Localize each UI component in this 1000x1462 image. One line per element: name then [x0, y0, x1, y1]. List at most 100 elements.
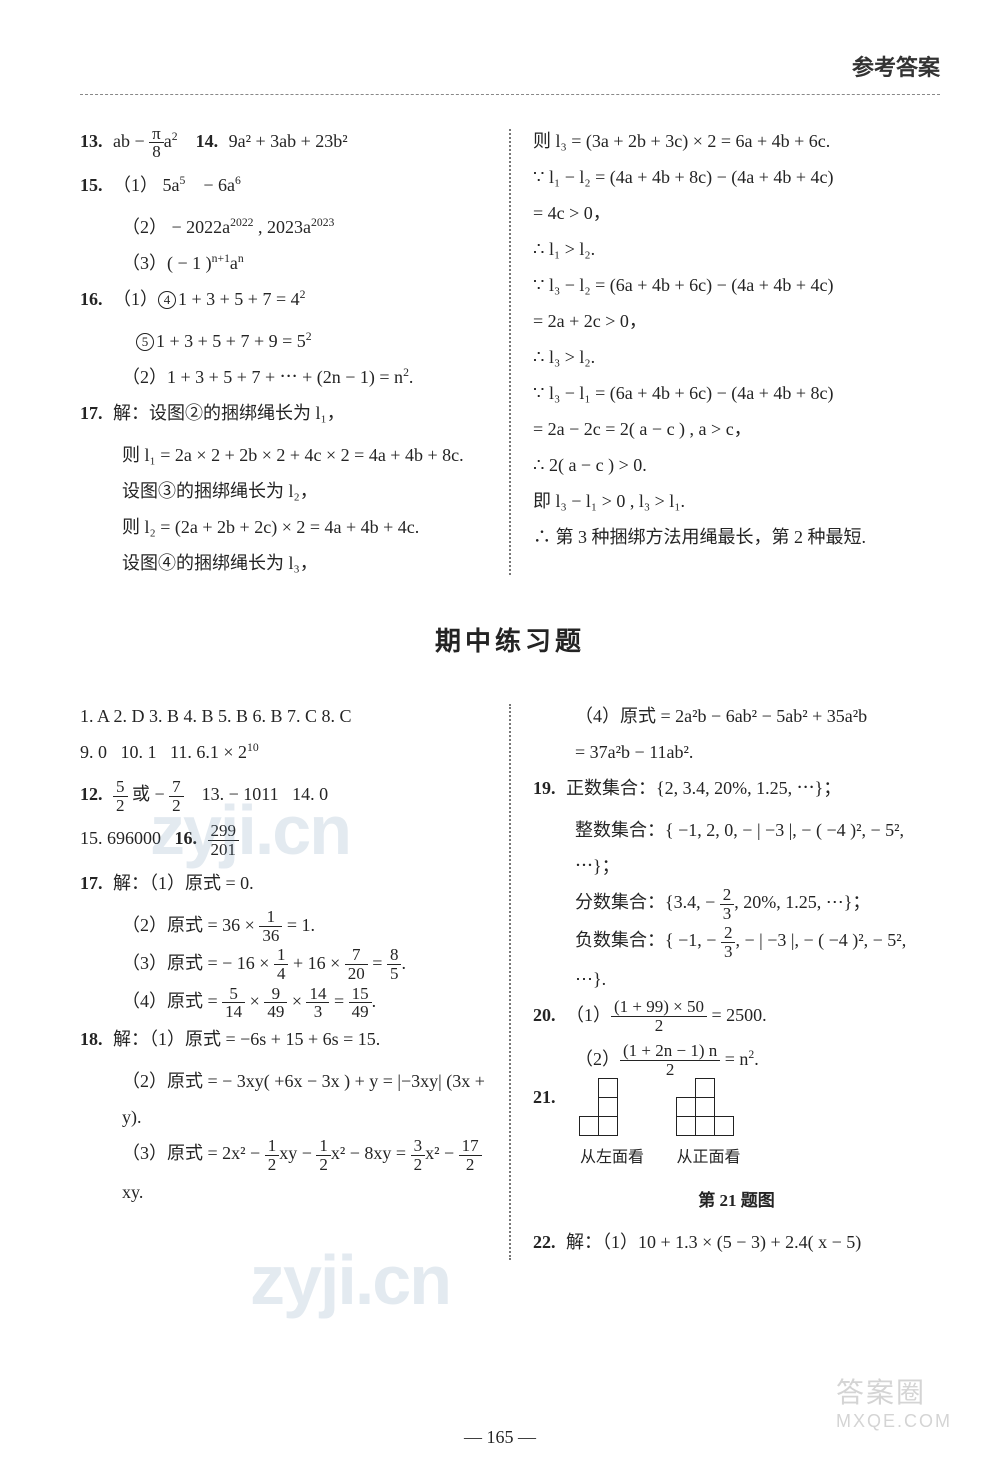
q19nega: 负数集合：{ −1, −: [575, 930, 721, 950]
p3m: + 16 ×: [288, 953, 344, 973]
q20: 20. （1）(1 + 99) × 502 = 2500.: [533, 997, 940, 1035]
q17b-p4: （4）原式 = 514 × 949 × 143 = 1549.: [80, 983, 487, 1021]
corner-wm-1: 答案圈: [836, 1371, 952, 1411]
q16-p1a: （1）41 + 3 + 5 + 7 = 42: [113, 289, 305, 309]
q22: 22. 解：（1）10 + 1.3 × (5 − 3) + 2.4( x − 5…: [533, 1224, 940, 1260]
q14-num: 14.: [196, 131, 219, 151]
q18p3d4: 2: [459, 1156, 482, 1174]
top-col-left: 13. ab − π8a2 14. 9a² + 3ab + 23b² 15. （…: [80, 123, 509, 581]
q21: 21. 从左面看 从正面看 第 21 题图: [533, 1079, 940, 1218]
q18p3n2: 1: [316, 1137, 331, 1156]
p3d2: 20: [345, 965, 368, 983]
q9-row: 9. 0 10. 1 11. 6.1 × 210: [80, 734, 487, 770]
r-d2b: = 2a + 2c > 0，: [533, 303, 940, 339]
r-c1: ∴ l₁ > l₂.: [533, 231, 940, 267]
p4n4: 15: [349, 985, 372, 1004]
q12: 12. 52 或 − 72 13. − 1011 14. 0: [80, 776, 487, 814]
r-l3: 则 l₃ = (3a + 2b + 3c) × 2 = 6a + 4b + 6c…: [533, 123, 940, 159]
p4n3: 14: [306, 985, 329, 1004]
q18p3d1: 2: [265, 1156, 280, 1174]
p3n2: 7: [345, 946, 368, 965]
q11: 11. 6.1 × 210: [170, 742, 259, 762]
q18p3m2: x² − 8xy =: [331, 1143, 411, 1163]
q12-mid: 或 −: [132, 784, 169, 804]
q19-int: 整数集合：{ −1, 2, 0, − | −3 |, − ( −4 )², − …: [533, 812, 940, 884]
q18p3a: （3）原式 = 2x² −: [122, 1143, 265, 1163]
q22-body: 解：（1）10 + 1.3 × (5 − 3) + 2.4( x − 5): [566, 1232, 861, 1252]
q18-p2: （2）原式 = − 3xy( +6x − 3x ) + y = |−3xy| (…: [80, 1063, 487, 1135]
page-number: — 165 —: [464, 1427, 536, 1448]
q19: 19. 正数集合：{2, 3.4, 20%, 1.25, ⋯}；: [533, 770, 940, 806]
bottom-columns: 1. A 2. D 3. B 4. B 5. B 6. B 7. C 8. C …: [80, 698, 940, 1266]
q13: 13. ab − π8a2 14. 9a² + 3ab + 23b²: [80, 123, 487, 161]
q20p2d: 2: [620, 1061, 720, 1079]
q19fraca: 分数集合：{3.4, −: [575, 892, 720, 912]
q13b: 13. − 1011: [202, 784, 279, 804]
p3d1: 4: [274, 965, 289, 983]
q16-d: 201: [208, 841, 240, 859]
q19negd: 3: [721, 943, 736, 961]
q18-num: 18.: [80, 1029, 103, 1049]
q21-rightcap: 从正面看: [677, 1142, 741, 1174]
q19-frac: 分数集合：{3.4, − 23, 20%, 1.25, ⋯}；: [533, 884, 940, 922]
q15-p2: （2） − 2022a2022 , 2023a2023: [80, 209, 487, 245]
q12-num: 12.: [80, 784, 103, 804]
q18p3n4: 17: [459, 1137, 482, 1156]
q21-leftcap: 从左面看: [580, 1142, 644, 1174]
bottom-col-left: 1. A 2. D 3. B 4. B 5. B 6. B 7. C 8. C …: [80, 698, 509, 1266]
q20p2n: (1 + 2n − 1) n: [620, 1042, 720, 1061]
q18p3d2: 2: [316, 1156, 331, 1174]
q19-neg: 负数集合：{ −1, − 23, − | −3 |, − ( −4 )², − …: [533, 922, 940, 996]
q18p3m1: xy −: [279, 1143, 316, 1163]
q13-body: ab − π8a2: [113, 131, 178, 151]
r-d1: ∵ l₁ − l₂ = (4a + 4b + 8c) − (4a + 4b + …: [533, 159, 940, 195]
q12-frac2-d: 2: [169, 797, 184, 815]
q19fracd: 3: [720, 905, 735, 923]
q12-frac2-n: 7: [169, 778, 184, 797]
q17b-p3: （3）原式 = − 16 × 14 + 16 × 720 = 85.: [80, 945, 487, 983]
q13-num: 13.: [80, 131, 103, 151]
q18-p3: （3）原式 = 2x² − 12xy − 12x² − 8xy = 32x² −…: [80, 1135, 487, 1209]
q17-l1: 则 l₁ = 2a × 2 + 2b × 2 + 4c × 2 = 4a + 4…: [80, 437, 487, 473]
p3end: .: [401, 953, 406, 973]
page-header: 参考答案: [80, 50, 940, 95]
q17b-intro: 解：（1）原式 = 0.: [113, 873, 254, 893]
q21-right-shape: 从正面看: [677, 1079, 741, 1174]
q9: 9. 0: [80, 742, 107, 762]
q19negn: 2: [721, 924, 736, 943]
q21-left-shape: 从左面看: [580, 1079, 644, 1174]
q21-figcap: 第 21 题图: [533, 1184, 940, 1218]
r-d1b: = 4c > 0，: [533, 195, 940, 231]
q12-frac1-d: 2: [113, 797, 128, 815]
q17b-p2: （2）原式 = 36 × 136 = 1.: [80, 907, 487, 945]
bottom-col-right: （4）原式 = 2a²b − 6ab² − 5ab² + 35a²b = 37a…: [511, 698, 940, 1266]
q15-p3: （3）( − 1 )n+1an: [80, 245, 487, 281]
p4d4: 49: [349, 1003, 372, 1021]
q18p3end: xy.: [122, 1182, 143, 1202]
q15b-text: 15. 696000: [80, 828, 161, 848]
q16-p2: （2）1 + 3 + 5 + 7 + ⋯ + (2n − 1) = n2.: [80, 359, 487, 395]
q15: 15. （1） 5a5 − 6a6: [80, 167, 487, 203]
top-col-right: 则 l₃ = (3a + 2b + 3c) × 2 = 6a + 4b + 6c…: [511, 123, 940, 581]
q22-num: 22.: [533, 1232, 556, 1252]
p3n1: 1: [274, 946, 289, 965]
top-columns: 13. ab − π8a2 14. 9a² + 3ab + 23b² 15. （…: [80, 123, 940, 581]
q14-body: 9a² + 3ab + 23b²: [229, 131, 348, 151]
q20p1b: = 2500.: [707, 1005, 767, 1025]
q17p3a: （3）原式 = − 16 ×: [122, 953, 274, 973]
q17-l2: 则 l₂ = (2a + 2b + 2c) × 2 = 4a + 4b + 4c…: [80, 509, 487, 545]
corner-wm-2: MXQE.COM: [836, 1411, 952, 1432]
q19fracn: 2: [720, 886, 735, 905]
q20-num: 20.: [533, 1005, 556, 1025]
q16-p1b: 51 + 3 + 5 + 7 + 9 = 52: [80, 323, 487, 359]
q17b: 17. 解：（1）原式 = 0.: [80, 865, 487, 901]
r-c3: ∴ 2( a − c ) > 0.: [533, 447, 940, 483]
q15b: 15. 696000 16. 299201: [80, 820, 487, 858]
p4n1: 5: [222, 985, 245, 1004]
q20p2a: （2）: [575, 1049, 620, 1069]
q15-num: 15.: [80, 175, 103, 195]
q18p4b: = 37a²b − 11ab².: [533, 734, 940, 770]
q17-intro: 解：设图②的捆绑绳长为 l₁，: [113, 403, 345, 423]
p4a: （4）原式 =: [122, 991, 222, 1011]
p3d3: 5: [387, 965, 402, 983]
